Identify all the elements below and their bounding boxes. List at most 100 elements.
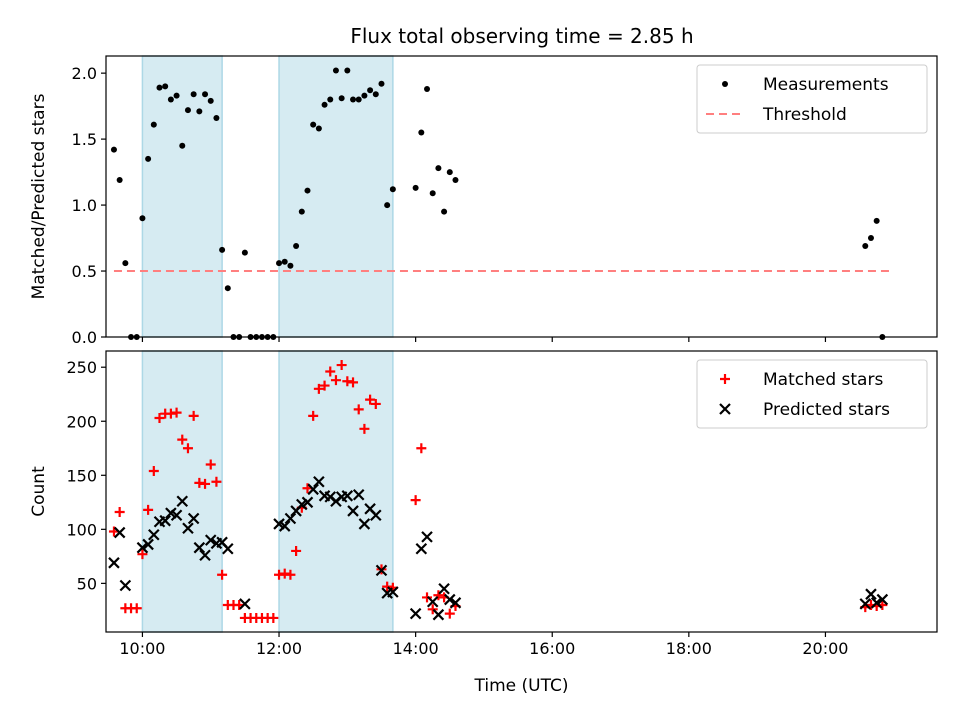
data-point [338,95,345,102]
data-point [415,543,428,555]
data-point [435,165,442,172]
data-point [424,85,431,92]
data-point [319,380,330,391]
data-point [170,509,183,522]
legend-marker [720,374,730,384]
data-point [182,522,194,535]
data-point [202,91,209,98]
y-tick-label: 1.0 [72,196,97,215]
data-point [281,258,288,265]
data-point [387,586,399,598]
data-point [167,96,174,103]
data-point [190,91,197,98]
series-matched-stars [108,360,888,623]
data-point [207,97,214,104]
data-point [389,186,396,193]
data-point [384,202,391,209]
data-point [200,478,211,489]
legend-box [696,64,928,134]
data-point [427,604,438,615]
data-point [361,92,368,99]
data-point [182,443,193,454]
data-point [310,121,317,128]
data-point [142,538,154,551]
chart-title: Flux total observing time = 2.85 h [350,24,693,48]
x-tick-label: 12:00 [256,639,302,658]
data-point [137,549,148,560]
data-point [873,217,880,224]
data-point [131,603,142,614]
data-point [205,459,216,470]
bottom-panel: 50 100 150 200 250 10:00 12:00 14:00 16:00 18:00 2… [29,350,938,696]
data-point [219,246,226,253]
data-point [177,434,188,445]
data-point [222,543,234,555]
data-point [122,260,129,267]
data-point [176,495,189,508]
data-point [429,190,436,197]
legend-box [696,359,928,429]
x-tick-label: 16:00 [529,639,575,658]
data-point [348,377,359,388]
data-point [114,507,125,518]
x-tick-label: 18:00 [666,639,712,658]
data-point [224,285,231,292]
data-point [173,92,180,99]
data-point [350,96,357,103]
data-point [365,394,376,405]
data-point [199,549,211,562]
data-point [341,490,354,502]
data-point [159,514,171,527]
series-predicted-stars [108,475,889,621]
data-point [409,607,422,620]
data-point [370,509,382,522]
data-point [870,597,883,609]
y-tick-label: 150 [66,466,97,485]
data-point [293,242,300,249]
data-point [196,108,203,115]
data-point [444,608,455,619]
data-point [418,129,425,136]
data-point [421,531,433,543]
data-point [313,475,325,488]
y-axis-label: Count [29,466,49,517]
data-point [150,121,157,128]
data-point [441,208,448,215]
y-tick-label: 2.0 [72,64,97,83]
data-point [416,443,427,454]
data-point [156,84,163,91]
data-point [187,512,200,525]
data-point [344,67,351,74]
data-point [432,608,445,621]
data-point [171,407,182,418]
data-point [352,488,365,501]
data-point [876,593,889,606]
data-point [148,465,159,476]
data-point [426,595,439,608]
data-point [444,593,456,606]
data-point [116,177,123,184]
y-tick-label: 100 [66,520,97,539]
y-axis-label: Matched/Predicted stars [29,93,49,299]
legend-label: Measurements [763,75,889,95]
data-point [119,579,132,592]
data-point [412,184,419,191]
data-point [139,215,146,222]
y-tick-label: 1.5 [72,130,97,149]
data-point [204,534,217,546]
legend-label: Matched stars [763,370,883,390]
data-point [108,557,120,569]
data-point [433,590,444,601]
data-point [315,125,322,132]
data-point [211,476,222,487]
data-point [862,242,869,249]
data-point [367,87,374,94]
legend-marker [722,81,728,87]
data-point [217,569,228,580]
top-panel: 0.0 0.5 1.0 1.5 2.0 Matched/Predicted stars Me… [29,55,938,347]
data-point [375,564,388,577]
data-point [162,83,169,90]
data-point [410,495,421,506]
data-point [347,505,359,517]
data-point [241,249,248,256]
